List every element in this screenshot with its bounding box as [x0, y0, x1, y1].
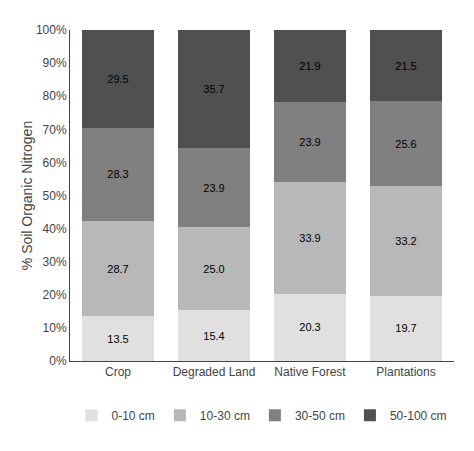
- svg-text:20.3: 20.3: [299, 321, 320, 333]
- svg-text:Native Forest: Native Forest: [274, 365, 346, 379]
- svg-text:Degraded Land: Degraded Land: [173, 365, 256, 379]
- svg-text:80%: 80%: [43, 89, 67, 103]
- svg-text:33.9: 33.9: [299, 232, 320, 244]
- svg-text:% Soil Organic Nitrogen: % Soil Organic Nitrogen: [19, 121, 35, 270]
- svg-text:28.7: 28.7: [107, 263, 128, 275]
- svg-text:21.5: 21.5: [395, 60, 416, 72]
- svg-text:0%: 0%: [49, 354, 67, 368]
- svg-text:35.7: 35.7: [203, 83, 224, 95]
- svg-text:20%: 20%: [43, 288, 67, 302]
- svg-text:30-50 cm: 30-50 cm: [295, 409, 345, 423]
- svg-text:0-10 cm: 0-10 cm: [112, 409, 155, 423]
- svg-text:30%: 30%: [43, 255, 67, 269]
- svg-text:60%: 60%: [43, 156, 67, 170]
- svg-text:50%: 50%: [43, 189, 67, 203]
- svg-text:15.4: 15.4: [203, 330, 224, 342]
- svg-text:23.9: 23.9: [203, 182, 224, 194]
- svg-text:100%: 100%: [36, 23, 67, 37]
- svg-text:40%: 40%: [43, 222, 67, 236]
- svg-text:Plantations: Plantations: [376, 365, 435, 379]
- svg-text:Crop: Crop: [105, 365, 131, 379]
- svg-text:70%: 70%: [43, 123, 67, 137]
- svg-text:29.5: 29.5: [107, 73, 128, 85]
- svg-text:13.5: 13.5: [107, 333, 128, 345]
- svg-text:28.3: 28.3: [107, 168, 128, 180]
- svg-text:25.6: 25.6: [395, 138, 416, 150]
- svg-text:25.0: 25.0: [203, 263, 224, 275]
- svg-text:21.9: 21.9: [299, 60, 320, 72]
- svg-text:10%: 10%: [43, 321, 67, 335]
- svg-text:10-30 cm: 10-30 cm: [200, 409, 250, 423]
- svg-text:19.7: 19.7: [395, 322, 416, 334]
- svg-text:23.9: 23.9: [299, 136, 320, 148]
- svg-text:33.2: 33.2: [395, 235, 416, 247]
- svg-text:90%: 90%: [43, 56, 67, 70]
- svg-text:50-100 cm: 50-100 cm: [390, 409, 447, 423]
